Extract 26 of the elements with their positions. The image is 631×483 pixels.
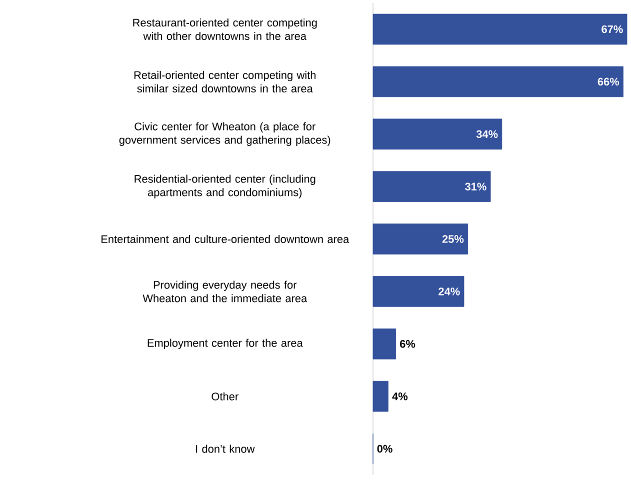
data-label: 34%: [476, 130, 498, 138]
bar: [372, 380, 388, 412]
data-label: 66%: [598, 78, 620, 86]
y-tick-label: Retail-oriented center competing with similar sized downtowns in the area: [134, 70, 316, 92]
y-tick-label: Providing everyday needs for Wheaton and the immediate area: [142, 280, 308, 302]
bar: [372, 14, 628, 45]
data-label: 31%: [464, 182, 486, 190]
y-tick-label: Employment center for the area: [148, 338, 303, 349]
bar: [372, 66, 624, 98]
bar: [372, 224, 468, 254]
data-label: 6%: [400, 340, 416, 348]
y-tick-label: Civic center for Wheaton (a place for government services and gathering places): [119, 122, 330, 146]
data-label: 25%: [442, 235, 464, 243]
bar: [372, 171, 491, 202]
y-tick-label: Entertainment and culture-oriented downtown area: [102, 234, 350, 244]
y-tick-label: Other: [212, 392, 238, 400]
y-tick-label: Restaurant-oriented center competing with other downtowns in the area: [133, 18, 317, 40]
bar: [372, 118, 502, 150]
bar: [372, 328, 396, 360]
y-tick-label: Residential-oriented center (including apartments and condominiums): [134, 174, 316, 198]
data-label: 24%: [438, 288, 460, 296]
bar: [372, 276, 464, 307]
data-label: 67%: [602, 25, 623, 34]
data-label: 4%: [392, 392, 408, 400]
data-label: 0%: [377, 444, 392, 453]
y-tick-label: I don’t know: [196, 444, 255, 453]
